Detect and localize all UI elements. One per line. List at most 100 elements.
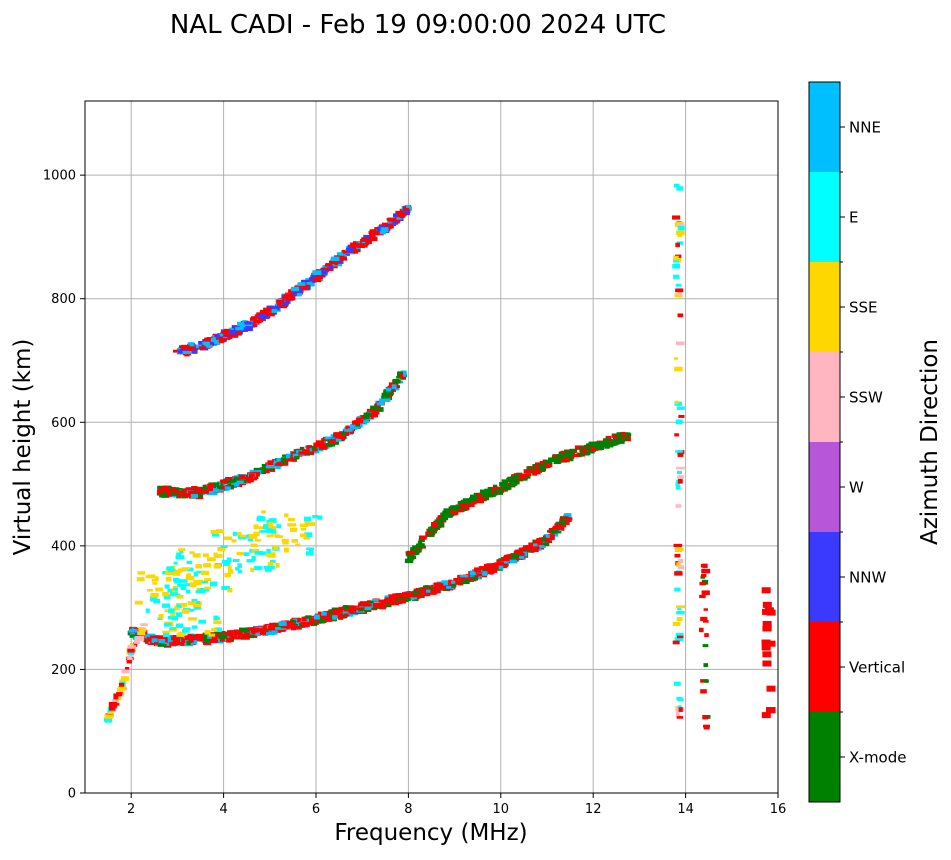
echo-point — [519, 478, 524, 482]
echo-point — [326, 267, 334, 271]
echo-point — [253, 467, 262, 471]
echo-point — [255, 631, 262, 636]
echo-point — [311, 445, 318, 450]
echo-point — [382, 397, 391, 402]
echo-point — [252, 319, 258, 323]
echo-point — [490, 492, 496, 497]
echo-point — [180, 587, 187, 590]
echo-point — [198, 346, 207, 350]
echo-point — [145, 575, 151, 578]
echo-point — [224, 572, 231, 578]
echo-point — [202, 553, 209, 558]
echo-point — [766, 707, 776, 714]
echo-point — [227, 587, 233, 593]
echo-point — [248, 473, 255, 478]
echo-point — [451, 584, 456, 588]
echo-point — [187, 575, 195, 581]
echo-point — [209, 639, 219, 644]
echo-point — [496, 559, 501, 564]
echo-point — [265, 313, 275, 317]
echo-point — [152, 582, 158, 585]
echo-point — [208, 633, 216, 637]
echo-point — [306, 617, 316, 623]
echo-point — [276, 458, 281, 462]
echo-point — [574, 445, 584, 450]
echo-point — [192, 553, 201, 558]
echo-point — [158, 488, 164, 494]
echo-point — [215, 617, 220, 620]
echo-point — [127, 648, 135, 653]
echo-point — [368, 235, 374, 239]
echo-point — [268, 625, 276, 631]
echo-point — [267, 460, 274, 465]
echo-point — [295, 288, 304, 293]
echo-point — [674, 587, 681, 592]
echo-point — [312, 270, 322, 276]
echo-point — [513, 474, 520, 479]
colorbar-segment-x-mode — [809, 712, 840, 802]
echo-point — [399, 210, 407, 216]
echo-point — [343, 250, 350, 254]
x-tick-label: 6 — [312, 802, 320, 817]
echo-point — [677, 635, 684, 639]
echo-point — [276, 299, 285, 304]
echo-point — [675, 504, 682, 508]
echo-point — [292, 293, 297, 297]
echo-point — [298, 451, 305, 455]
echo-point — [675, 419, 683, 425]
echo-point — [388, 223, 394, 229]
echo-point — [221, 333, 230, 337]
echo-point — [224, 486, 231, 490]
echo-point — [221, 559, 231, 564]
echo-point — [518, 473, 525, 479]
echo-point — [264, 568, 272, 572]
echo-point — [533, 469, 541, 475]
echo-point — [676, 470, 683, 475]
echo-point — [226, 630, 234, 635]
echo-point — [370, 413, 379, 418]
echo-point — [185, 487, 194, 491]
echo-point — [469, 572, 479, 578]
echo-point — [210, 337, 217, 342]
echo-point — [247, 323, 253, 328]
echo-point — [266, 519, 275, 524]
echo-point — [350, 242, 359, 248]
echo-point — [616, 434, 623, 438]
echo-point — [306, 547, 315, 551]
colorbar-tick-label: W — [849, 479, 864, 497]
echo-point — [360, 239, 370, 242]
echo-point — [302, 283, 311, 287]
echo-point — [455, 508, 464, 513]
echo-point — [443, 508, 451, 514]
echo-point — [266, 305, 274, 309]
echo-point — [373, 410, 380, 415]
echo-point — [677, 225, 685, 231]
echo-point — [232, 531, 237, 536]
echo-point — [392, 378, 400, 383]
echo-point — [400, 370, 407, 374]
echo-point — [303, 449, 309, 455]
echo-point — [204, 586, 212, 590]
colorbar: X-mode Vertical NNW W SSW SSE E NNE — [808, 81, 906, 803]
echo-point — [428, 526, 435, 532]
echo-point — [284, 513, 289, 517]
echo-point — [234, 631, 243, 636]
echo-point — [268, 522, 274, 526]
echo-point — [548, 457, 555, 462]
echo-point — [675, 484, 681, 490]
echo-point — [294, 292, 302, 297]
echo-point — [186, 640, 191, 645]
echo-point — [333, 432, 342, 437]
echo-point — [453, 577, 459, 582]
echo-point — [565, 517, 572, 523]
echo-point — [431, 590, 437, 595]
echo-point — [472, 577, 479, 581]
echo-point — [357, 243, 365, 249]
echo-point — [208, 490, 218, 496]
echo-point — [162, 603, 171, 608]
echo-point — [161, 486, 169, 491]
echo-point — [155, 587, 164, 592]
y-axis-label: Virtual height (km) — [10, 339, 36, 556]
echo-point — [217, 486, 227, 490]
echo-point — [213, 554, 223, 558]
